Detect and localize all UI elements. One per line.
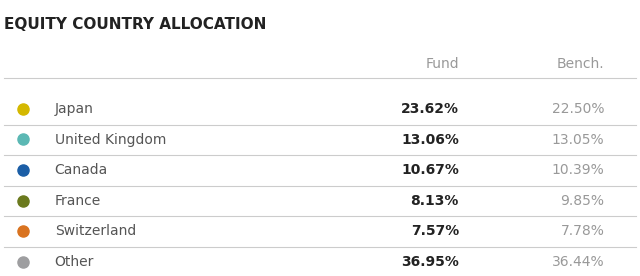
Text: Fund: Fund (426, 57, 459, 71)
Text: Japan: Japan (54, 102, 93, 116)
Text: 13.06%: 13.06% (401, 133, 459, 147)
Text: United Kingdom: United Kingdom (54, 133, 166, 147)
Text: 36.95%: 36.95% (401, 255, 459, 269)
Text: 36.44%: 36.44% (552, 255, 604, 269)
Text: 9.85%: 9.85% (560, 194, 604, 208)
Text: 13.05%: 13.05% (552, 133, 604, 147)
Text: 10.39%: 10.39% (552, 163, 604, 177)
Text: 7.78%: 7.78% (561, 224, 604, 238)
Text: EQUITY COUNTRY ALLOCATION: EQUITY COUNTRY ALLOCATION (4, 17, 266, 33)
Text: 10.67%: 10.67% (401, 163, 459, 177)
Text: Switzerland: Switzerland (54, 224, 136, 238)
Text: Bench.: Bench. (557, 57, 604, 71)
Text: 23.62%: 23.62% (401, 102, 459, 116)
Text: France: France (54, 194, 101, 208)
Text: 8.13%: 8.13% (411, 194, 459, 208)
Text: 22.50%: 22.50% (552, 102, 604, 116)
Text: Other: Other (54, 255, 94, 269)
Text: 7.57%: 7.57% (411, 224, 459, 238)
Text: Canada: Canada (54, 163, 108, 177)
